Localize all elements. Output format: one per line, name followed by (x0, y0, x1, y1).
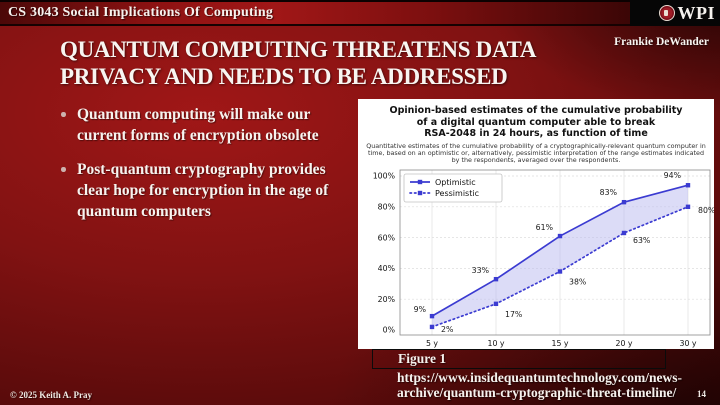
bullet-list: Quantum computing will make our current … (55, 104, 357, 235)
top-banner: CS 3043 Social Implications Of Computing… (0, 0, 720, 26)
svg-text:10 y: 10 y (487, 339, 504, 348)
bullet-item-1: Quantum computing will make our current … (55, 104, 357, 146)
svg-text:80%: 80% (698, 206, 714, 215)
svg-text:94%: 94% (664, 171, 681, 180)
svg-text:63%: 63% (633, 236, 650, 245)
svg-text:2%: 2% (441, 325, 453, 334)
svg-text:80%: 80% (378, 203, 395, 212)
copyright-text: © 2025 Keith A. Pray (10, 390, 92, 400)
svg-text:33%: 33% (472, 266, 489, 275)
svg-text:83%: 83% (600, 188, 617, 197)
svg-text:15 y: 15 y (551, 339, 568, 348)
author-name: Frankie DeWander (614, 36, 709, 48)
bullet-text-2: Post-quantum cryptography provides clear… (77, 161, 329, 220)
page-number: 14 (697, 389, 706, 399)
svg-text:0%: 0% (383, 326, 395, 335)
chart-figure: Opinion-based estimates of the cumulativ… (358, 99, 714, 349)
course-title: CS 3043 Social Implications Of Computing (8, 5, 274, 20)
svg-text:100%: 100% (373, 172, 395, 181)
svg-text:9%: 9% (414, 305, 426, 314)
wpi-seal-icon (658, 5, 675, 21)
svg-text:Optimistic: Optimistic (435, 178, 476, 187)
bullet-text-1: Quantum computing will make our current … (77, 106, 319, 144)
figure-label-box: Figure 1 (372, 349, 666, 369)
svg-text:Pessimistic: Pessimistic (435, 189, 479, 198)
wpi-logo: WPI (630, 0, 720, 26)
svg-text:20%: 20% (378, 295, 395, 304)
bullet-icon (61, 112, 66, 117)
svg-text:61%: 61% (536, 223, 553, 232)
svg-text:60%: 60% (378, 233, 395, 242)
page-title: QUANTUM COMPUTING THREATENS DATA PRIVACY… (60, 36, 600, 90)
svg-text:38%: 38% (569, 278, 586, 287)
bullet-icon (61, 167, 66, 172)
chart-subtitle: Quantitative estimates of the cumulative… (366, 141, 706, 164)
figure-label: Figure 1 (398, 351, 447, 366)
svg-text:30 y: 30 y (679, 339, 696, 348)
svg-text:17%: 17% (505, 310, 522, 319)
wpi-logo-text: WPI (677, 2, 715, 23)
svg-text:5 y: 5 y (426, 339, 438, 348)
figure-source-url[interactable]: https://www.insidequantumtechnology.com/… (397, 370, 683, 400)
chart-title: Opinion-based estimates of the cumulativ… (389, 105, 683, 139)
svg-text:20 y: 20 y (615, 339, 632, 348)
bullet-item-2: Post-quantum cryptography provides clear… (55, 159, 357, 222)
probability-chart: 9% 33% 61% 83% 94% 2% 17% 38% 63% 80% 0% 20% 40% 60% 8… (373, 169, 714, 348)
svg-text:40%: 40% (378, 264, 395, 273)
page-title-line-2: PRIVACY AND NEEDS TO BE ADDRESSED (60, 64, 508, 89)
page-title-line-1: QUANTUM COMPUTING THREATENS DATA (60, 37, 537, 62)
